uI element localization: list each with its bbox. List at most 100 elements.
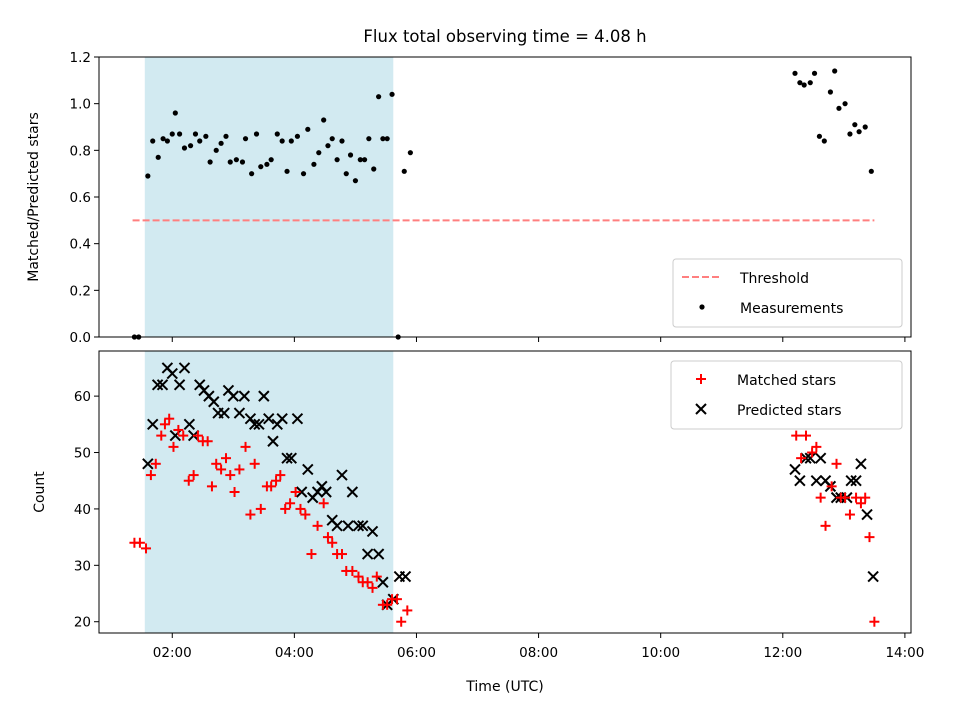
- matched-star-point: [820, 520, 831, 531]
- measurement-point: [352, 178, 359, 184]
- measurement-point: [274, 131, 280, 137]
- predicted-star-point: [267, 435, 279, 447]
- measurement-point: [164, 138, 170, 144]
- measurement-point: [207, 159, 213, 165]
- y-tick-label-top: 0.2: [70, 283, 91, 299]
- measurement-point: [239, 159, 246, 165]
- measurement-point: [407, 150, 413, 156]
- predicted-star-point: [166, 367, 178, 380]
- measurement-point: [401, 168, 407, 174]
- measurement-point: [827, 89, 834, 95]
- predicted-star-point: [336, 469, 348, 481]
- measurement-point: [169, 131, 175, 137]
- legend-measurements-swatch: [699, 304, 705, 310]
- y-axis-label-top: Matched/Predicted stars: [26, 112, 42, 282]
- matched-star-point: [255, 503, 266, 514]
- measurement-point: [155, 154, 161, 160]
- measurement-point: [160, 136, 166, 142]
- x-axis-label: Time (UTC): [465, 679, 543, 695]
- matched-star-point: [141, 543, 152, 554]
- measurement-point: [192, 131, 199, 137]
- measurement-point: [233, 157, 239, 163]
- measurement-point: [176, 131, 183, 137]
- measurement-point: [325, 143, 331, 149]
- measurement-point: [380, 136, 386, 142]
- measurement-point: [361, 157, 368, 163]
- matched-star-point: [811, 441, 822, 452]
- matched-star-point: [245, 509, 256, 520]
- matched-star-point: [240, 441, 251, 452]
- x-tick-label: 10:00: [641, 645, 680, 661]
- legend-predicted-swatch: [695, 403, 707, 415]
- matched-star-point: [275, 470, 286, 481]
- measurement-point: [334, 157, 340, 163]
- matched-star-point: [206, 481, 217, 492]
- matched-star-point: [860, 492, 871, 503]
- x-tick-label: 12:00: [763, 645, 802, 661]
- measurement-point: [842, 101, 848, 107]
- matched-star-point: [864, 532, 875, 543]
- predicted-star-point: [357, 520, 369, 532]
- measurement-point: [145, 173, 151, 179]
- matched-star-point: [826, 481, 837, 492]
- measurement-point: [389, 91, 395, 97]
- matched-star-point: [840, 492, 851, 503]
- matched-star-point: [168, 441, 179, 452]
- measurement-point: [868, 168, 874, 174]
- y-tick-label-top: 1.2: [70, 50, 91, 66]
- measurement-point: [268, 157, 274, 163]
- predicted-star-point: [366, 525, 379, 538]
- y-tick-label-top: 0.6: [70, 190, 91, 206]
- predicted-star-point: [151, 379, 164, 391]
- predicted-star-point: [346, 486, 359, 498]
- measurement-point: [264, 161, 270, 167]
- ratio-panel: 0.0 0.2 0.4 0.6 0.8 1.0 1.2 Flux total observi…: [26, 27, 912, 346]
- measurement-point: [203, 133, 209, 139]
- predicted-star-point: [302, 463, 314, 476]
- predicted-star-point: [295, 486, 308, 498]
- y-tick-label-top: 0.4: [70, 237, 91, 253]
- matched-star-point: [869, 616, 880, 627]
- measurement-point: [797, 80, 803, 86]
- predicted-star-point: [281, 452, 293, 464]
- matched-star-point: [807, 447, 818, 458]
- matched-star-point: [211, 458, 222, 469]
- observing-window-span-top: [144, 57, 394, 337]
- predicted-star-point: [227, 390, 240, 402]
- legend-box-bottom: [670, 360, 903, 430]
- measurement-point: [811, 70, 818, 76]
- matched-star-point: [855, 498, 866, 509]
- measurement-point: [187, 143, 194, 149]
- matched-star-point: [347, 565, 358, 576]
- matched-star-point: [216, 464, 227, 475]
- matched-star-point: [225, 470, 236, 481]
- legend-plus-mark: [696, 374, 706, 384]
- measurement-point: [172, 110, 178, 116]
- measurement-point: [357, 157, 363, 163]
- matched-star-point: [402, 605, 413, 616]
- matched-star-point: [844, 509, 855, 520]
- predicted-star-point: [253, 418, 265, 431]
- matched-star-point: [367, 582, 378, 593]
- predicted-star-point: [867, 570, 879, 583]
- measurement-point: [852, 122, 858, 128]
- legend-matched-swatch: [696, 374, 706, 384]
- predicted-star-point: [399, 570, 412, 583]
- x-tick-label: 06:00: [397, 645, 436, 661]
- predicted-star-point: [291, 412, 304, 425]
- matched-star-point: [178, 430, 189, 441]
- matched-star-point: [156, 430, 167, 441]
- matched-star-point: [327, 537, 338, 548]
- measurement-point: [832, 68, 838, 74]
- y-tick-label-top: 0.0: [70, 330, 91, 346]
- predicted-star-point: [147, 418, 159, 431]
- matched-star-point: [266, 481, 277, 492]
- count-panel: 20 30 40 50 60 02:00 04:00 06:00 08:00 10:00 12:0…: [32, 350, 924, 695]
- predicted-star-point: [794, 475, 806, 487]
- predicted-star-point: [861, 508, 873, 521]
- measurement-point: [294, 133, 301, 139]
- y-axis-ticks-top: 0.0 0.2 0.4 0.6 0.8 1.0 1.2: [70, 50, 99, 346]
- measurement-point: [343, 171, 349, 177]
- predicted-star-point: [810, 475, 823, 487]
- measurement-point: [253, 131, 260, 137]
